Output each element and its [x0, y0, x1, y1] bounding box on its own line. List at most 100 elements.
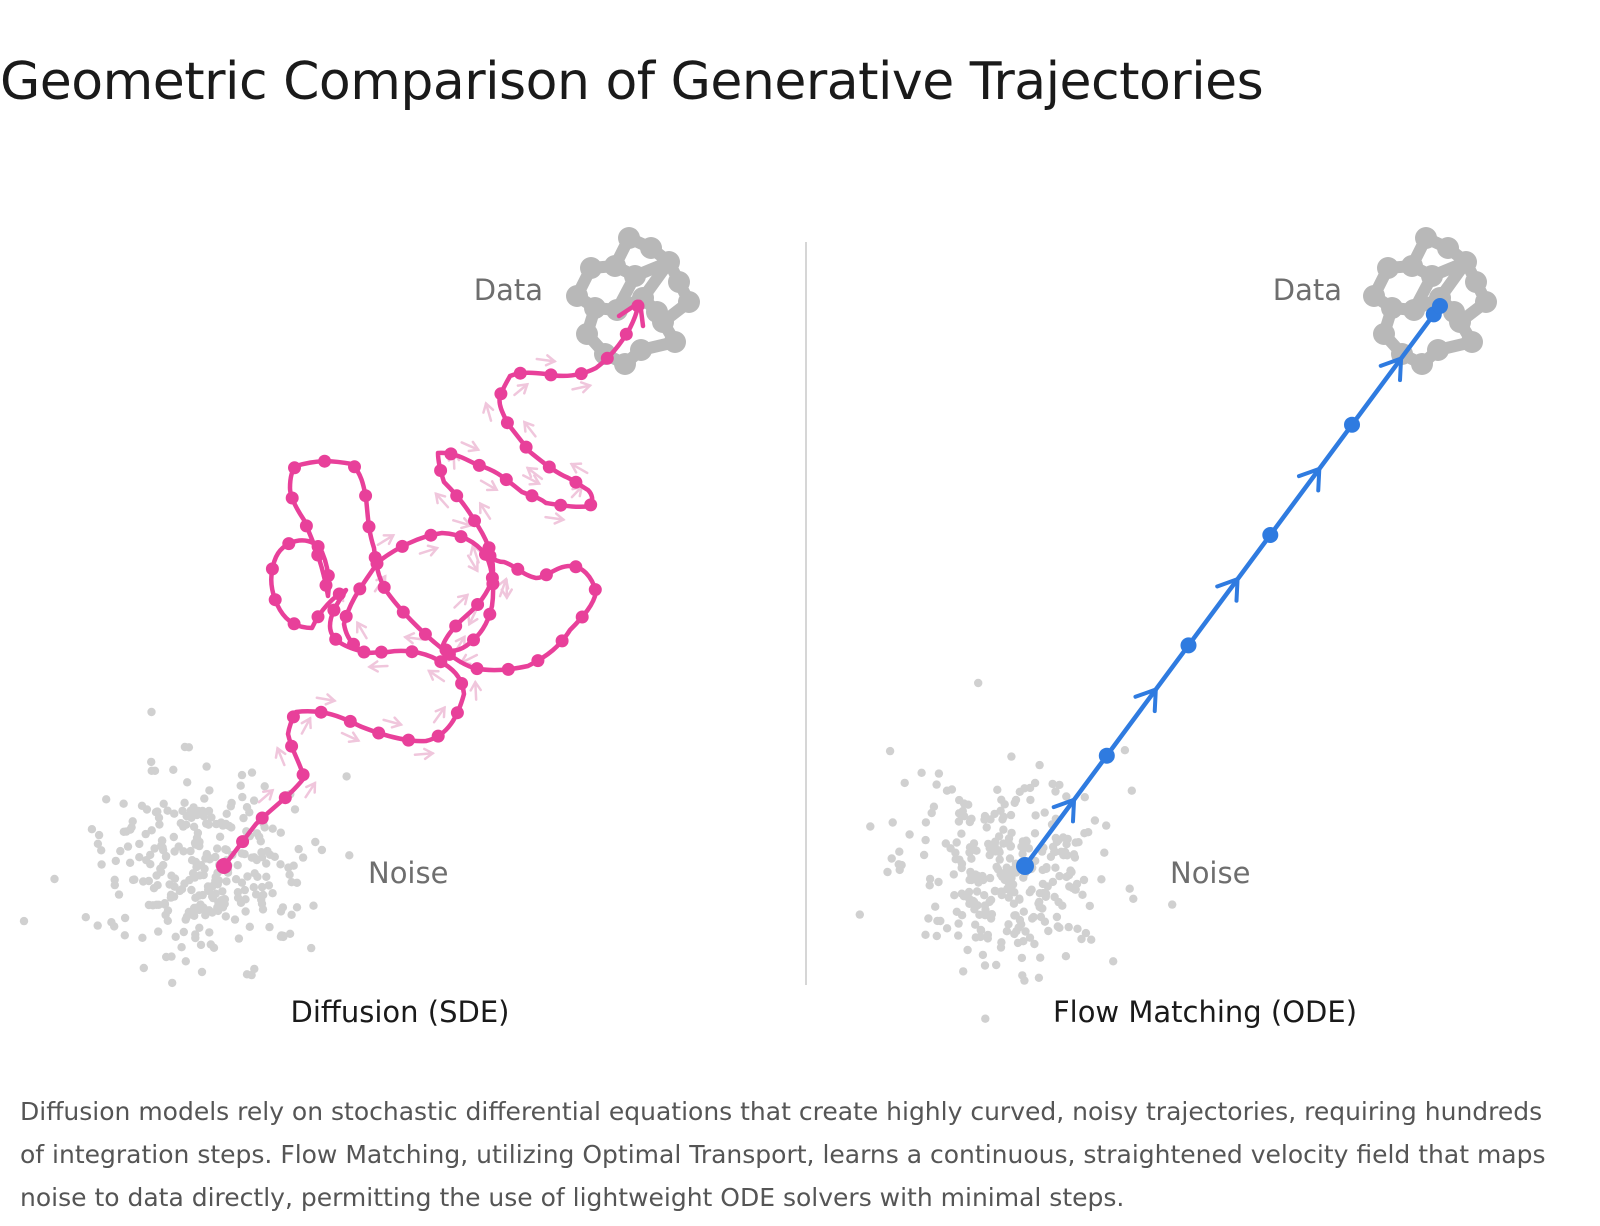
sde-step-dot — [444, 447, 458, 461]
noise-dot — [345, 851, 354, 860]
noise-dot — [994, 832, 1004, 841]
field-arrow — [570, 462, 589, 475]
field-arrowhead — [500, 588, 513, 601]
field-arrowhead — [347, 731, 361, 744]
cluster-node — [1461, 331, 1483, 353]
cluster-node — [1381, 297, 1403, 319]
noise-dot — [222, 809, 231, 818]
ode-step-markers — [1016, 298, 1448, 875]
sde-step-dot — [327, 603, 341, 617]
sde-step-dot — [472, 458, 486, 472]
noise-dot — [933, 916, 942, 926]
field-arrowhead — [525, 466, 539, 479]
noise-dot — [1035, 760, 1044, 770]
noise-dot — [1010, 798, 1019, 807]
sde-step-dot — [332, 587, 346, 601]
noise-dot — [995, 855, 1004, 864]
sde-step-dot — [619, 327, 633, 341]
noise-dot — [251, 890, 261, 899]
field-arrowhead — [305, 781, 317, 794]
noise-dot — [94, 830, 104, 840]
field-arrowhead — [423, 747, 436, 761]
noise-dot — [276, 907, 286, 916]
noise-dot — [1055, 871, 1064, 881]
noise-dot — [925, 881, 934, 890]
noise-dot — [1013, 938, 1023, 948]
noise-dot — [161, 852, 171, 861]
noise-dot — [138, 933, 147, 942]
noise-dot — [196, 940, 206, 950]
sde-step-dot — [339, 609, 353, 623]
noise-dot — [287, 878, 296, 887]
ode-step-dot — [1016, 857, 1034, 875]
noise-dot — [233, 861, 242, 870]
noise-dot — [19, 916, 29, 926]
noise-dot — [1080, 793, 1090, 802]
noise-dot — [976, 925, 985, 935]
field-arrow — [315, 696, 336, 703]
cluster-node — [1411, 353, 1433, 375]
noise-dot — [250, 964, 259, 974]
field-arrow — [474, 680, 478, 701]
sde-arrowhead — [616, 299, 646, 329]
noise-dot — [285, 870, 294, 879]
sde-step-dot — [314, 705, 328, 719]
noise-dot — [1097, 875, 1106, 884]
noise-dot — [1002, 927, 1012, 936]
noise-cloud — [19, 707, 354, 988]
noise-dot — [253, 872, 262, 881]
noise-dot — [114, 890, 124, 899]
field-arrow — [460, 441, 480, 451]
field-arrowhead — [469, 679, 482, 692]
noise-dot — [226, 802, 235, 811]
sde-step-dot — [500, 416, 514, 430]
sde-step-dot — [483, 549, 497, 563]
field-arrow — [257, 789, 274, 804]
noise-dot — [130, 875, 139, 884]
sde-step-dot — [511, 562, 525, 576]
field-arrow — [522, 474, 541, 485]
noise-dot — [153, 807, 162, 816]
noise-dot — [233, 888, 243, 897]
noise-dot — [979, 875, 988, 885]
noise-dot — [985, 873, 995, 883]
noise-dot — [990, 886, 1000, 896]
noise-dot — [1020, 976, 1029, 985]
noise-dot — [998, 872, 1007, 881]
field-arrow — [523, 420, 537, 438]
noise-dot — [1168, 900, 1177, 909]
noise-dot — [180, 742, 190, 752]
noise-dot — [237, 849, 246, 858]
noise-dot — [298, 853, 308, 862]
field-arrow — [571, 384, 592, 391]
noise-dot — [181, 915, 190, 924]
noise-dot — [921, 930, 930, 939]
noise-dot — [186, 846, 195, 856]
page-title: Geometric Comparison of Generative Traje… — [0, 52, 1264, 112]
noise-dot — [982, 823, 991, 832]
noise-dot — [932, 931, 941, 941]
noise-dot — [168, 978, 177, 988]
noise-dot — [191, 930, 200, 939]
noise-dot — [967, 814, 976, 823]
field-arrow — [526, 466, 544, 481]
noise-dot — [1048, 779, 1057, 789]
sde-step-dot — [455, 677, 469, 690]
noise-dot — [980, 891, 989, 900]
sde-step-dot — [395, 539, 409, 553]
noise-dot — [268, 889, 277, 898]
field-arrow — [418, 546, 439, 555]
field-arrowhead — [467, 440, 481, 453]
noise-dot — [276, 828, 285, 837]
noise-dot — [1109, 957, 1118, 966]
field-arrowhead — [324, 693, 337, 706]
field-arrowhead — [454, 634, 466, 648]
cluster-node — [664, 331, 686, 353]
noise-dot — [942, 786, 952, 795]
sde-step-dot — [569, 560, 583, 574]
noise-dot — [1025, 783, 1035, 793]
noise-dot — [171, 932, 180, 941]
noise-dot — [1029, 912, 1038, 922]
field-arrowhead — [497, 577, 510, 590]
noise-dot — [276, 932, 286, 941]
